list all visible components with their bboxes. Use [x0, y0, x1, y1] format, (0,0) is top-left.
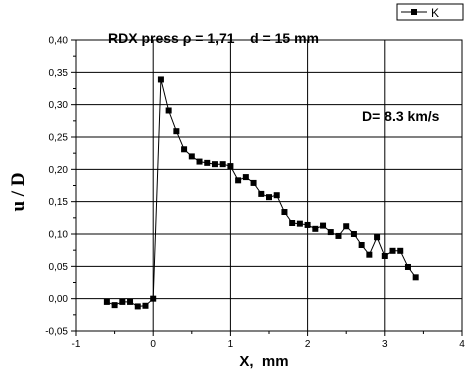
legend-marker: [411, 9, 417, 15]
data-point: [343, 223, 350, 230]
data-point: [312, 225, 319, 232]
y-tick-label: -0,05: [45, 327, 68, 338]
series-k: [103, 76, 419, 310]
plot-area-frame: [75, 39, 463, 332]
y-tick-label: 0,15: [49, 197, 69, 208]
data-point: [389, 247, 396, 254]
data-point: [250, 179, 257, 186]
x-tick-label: 2: [305, 339, 311, 350]
data-point: [412, 274, 419, 281]
legend: K: [396, 3, 464, 21]
data-point: [242, 174, 249, 181]
data-point: [119, 298, 126, 305]
data-point: [127, 298, 134, 305]
velocity-annotation: D= 8.3 km/s: [362, 108, 440, 124]
x-tick-label: 4: [459, 339, 465, 350]
y-tick-label: 0,20: [49, 165, 69, 176]
data-point: [142, 302, 149, 309]
x-tick-label: -1: [72, 339, 81, 350]
axis-ticks: -1 0 1 2 3 4 -0,05 0,00 0,05 0,10 0,15 0,20 0,25 0,30…: [45, 36, 465, 351]
data-point: [289, 220, 296, 227]
y-tick-label: 0,10: [49, 230, 69, 241]
data-point: [157, 76, 164, 83]
y-tick-label: 0,40: [49, 36, 69, 47]
data-point: [211, 161, 218, 168]
data-point: [327, 229, 334, 236]
data-point: [235, 177, 242, 184]
data-point: [258, 190, 265, 197]
data-point: [219, 161, 226, 168]
data-point: [358, 241, 365, 248]
data-point: [320, 222, 327, 229]
data-point: [188, 153, 195, 160]
x-tick-label: 1: [228, 339, 234, 350]
data-point: [204, 159, 211, 166]
data-point: [227, 163, 234, 170]
data-point: [374, 234, 381, 241]
grid-lines: [76, 40, 462, 331]
data-point: [404, 263, 411, 270]
data-point: [397, 247, 404, 254]
data-point: [366, 251, 373, 258]
data-point: [350, 231, 357, 237]
y-tick-label: 0,00: [49, 294, 69, 305]
x-tick-label: 0: [150, 339, 156, 350]
data-point: [381, 252, 388, 259]
data-point: [273, 192, 280, 199]
y-tick-label: 0,25: [49, 133, 69, 144]
x-axis-label: X, mm: [239, 353, 288, 370]
y-tick-label: 0,30: [49, 100, 69, 111]
y-tick-label: 0,35: [49, 68, 69, 79]
data-point: [150, 295, 157, 302]
data-point: [181, 146, 188, 153]
chart-title: RDX press ρ = 1,71 d = 15 mm: [108, 30, 319, 46]
data-point: [134, 303, 141, 310]
data-point: [281, 209, 288, 216]
data-point: [103, 298, 110, 305]
x-tick-label: 3: [382, 339, 388, 350]
data-point: [111, 302, 118, 309]
data-point: [296, 220, 303, 227]
data-point: [335, 232, 342, 239]
data-point: [266, 194, 272, 201]
data-point: [165, 107, 172, 114]
y-tick-label: 0,05: [49, 262, 69, 273]
data-point: [304, 221, 311, 228]
data-point: [173, 128, 180, 135]
legend-label-k: K: [431, 6, 439, 20]
legend-box: [396, 3, 464, 21]
data-point: [196, 158, 203, 165]
y-axis-label: u / D: [8, 172, 29, 211]
